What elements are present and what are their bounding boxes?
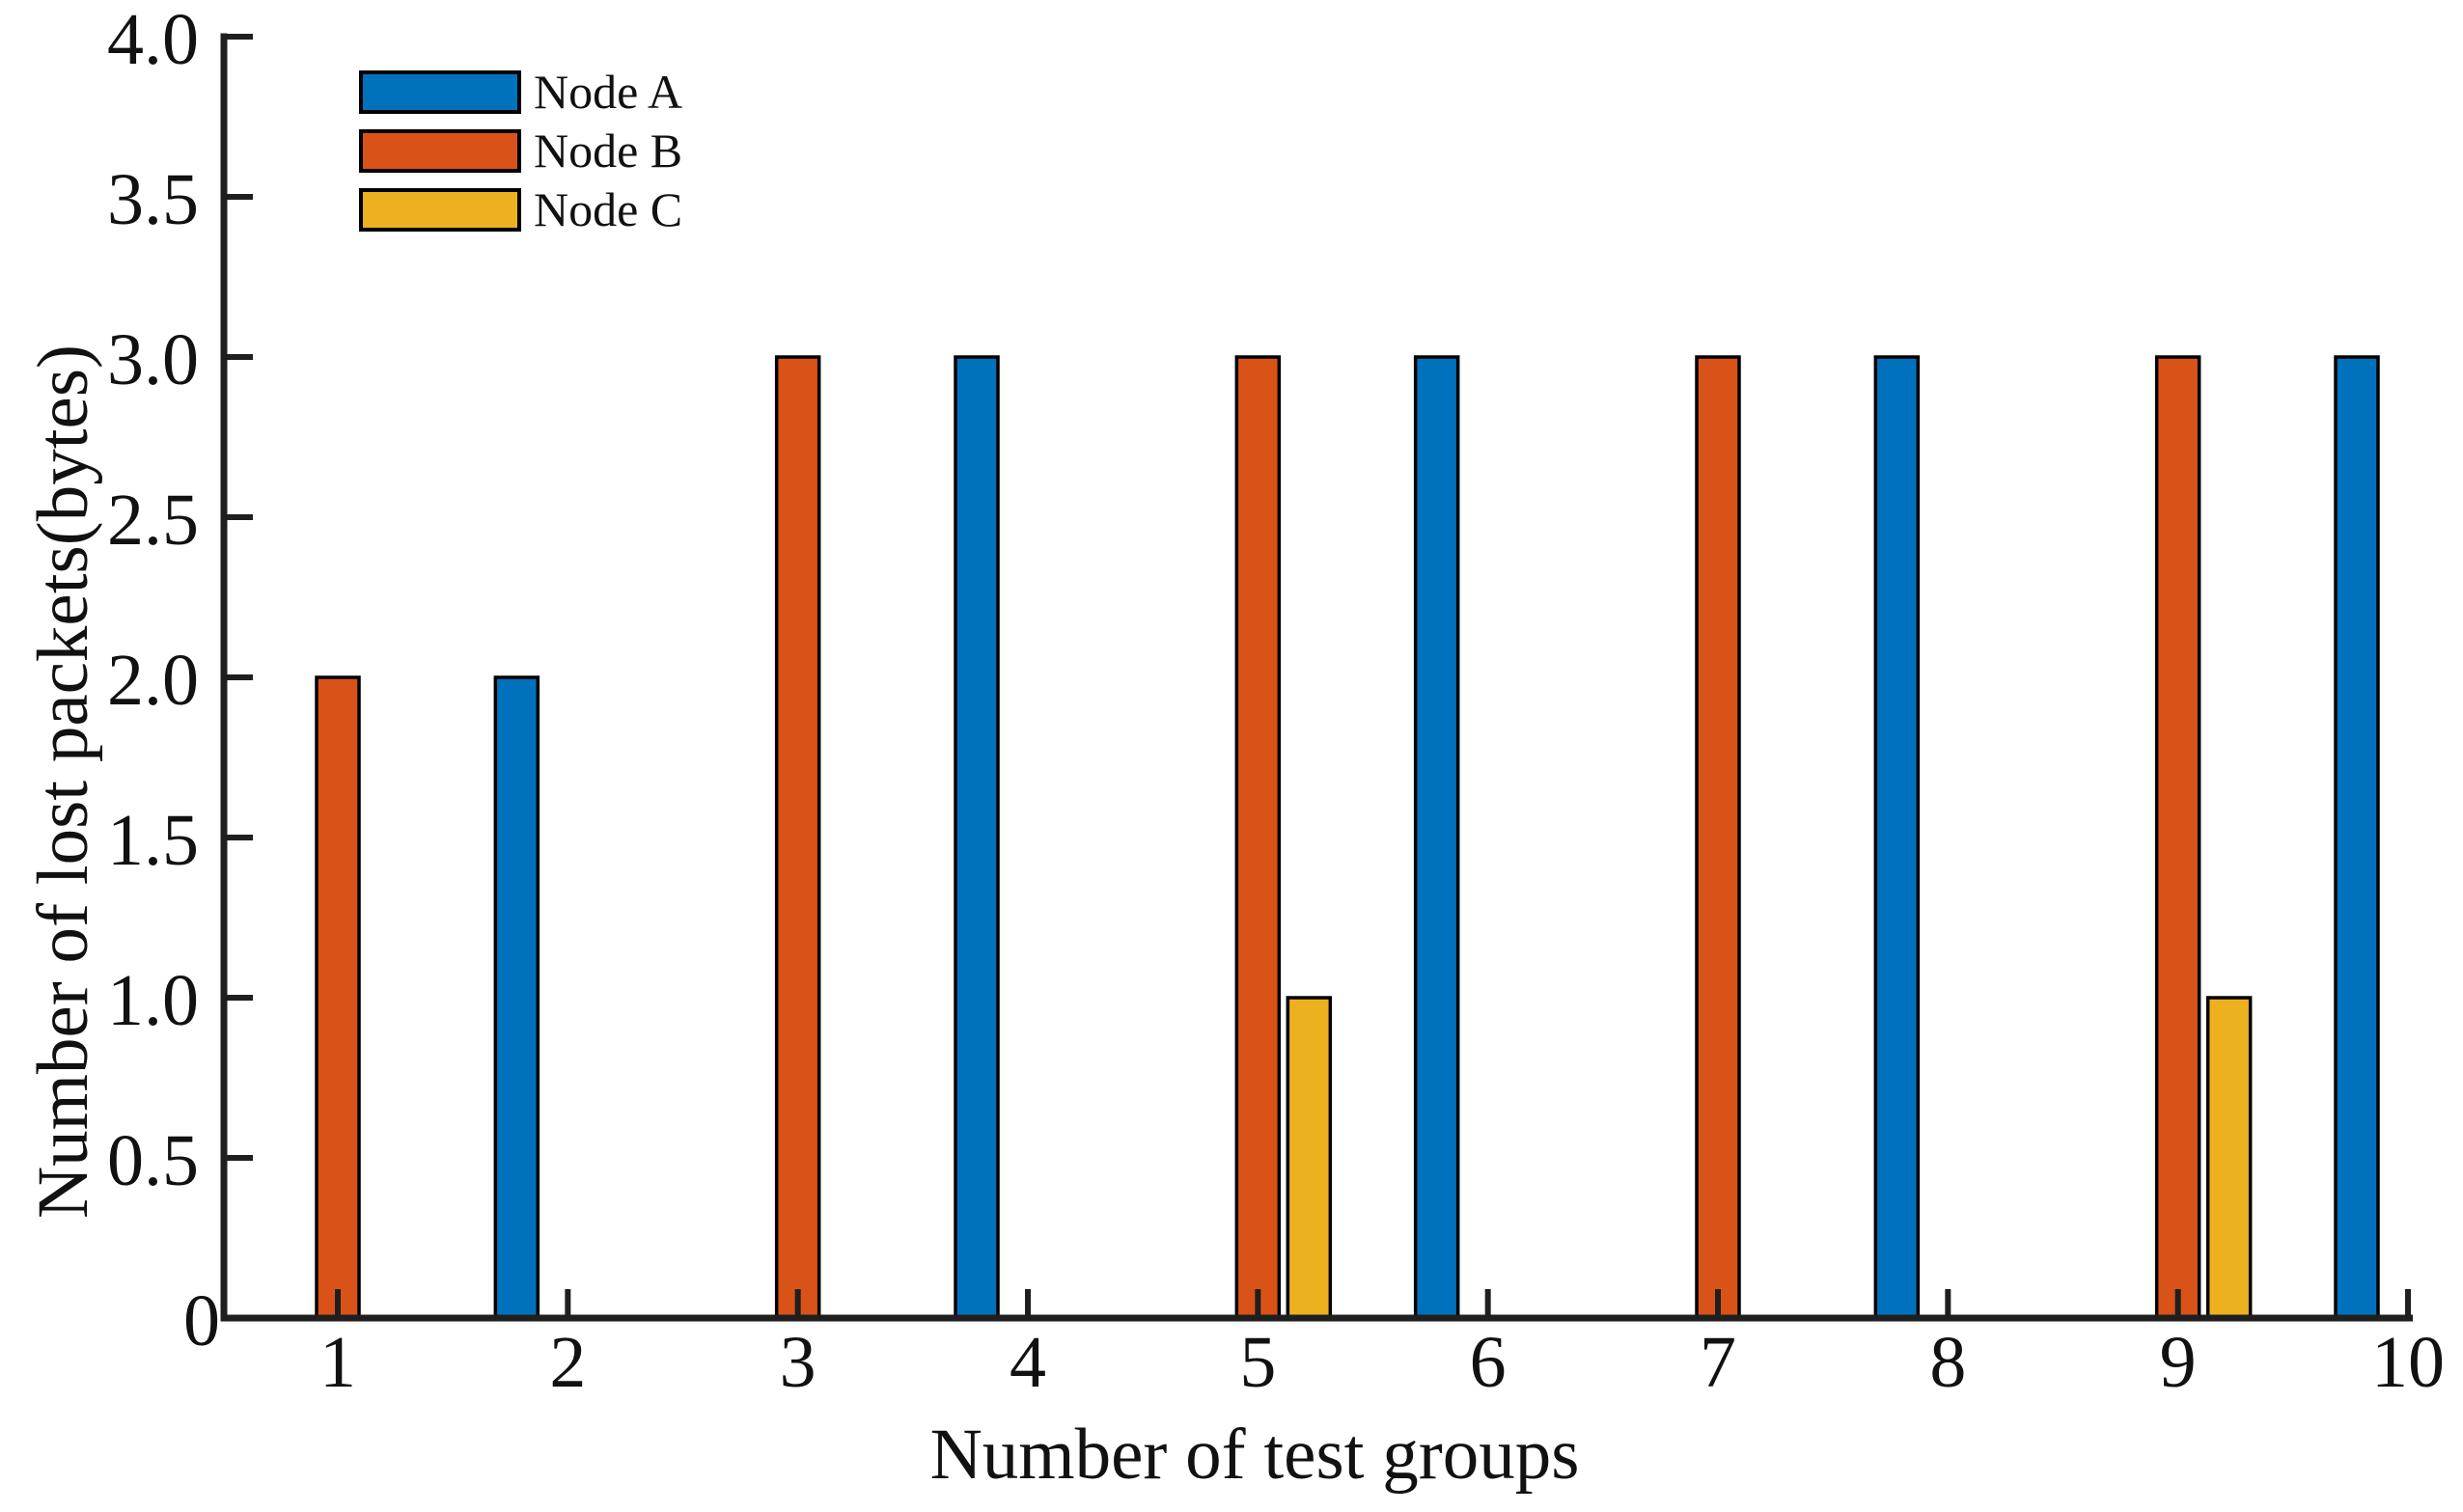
x-tick-label-9: 9: [2160, 1322, 2197, 1403]
y-tick-label-2.5: 2.5: [107, 480, 199, 561]
legend-item-node-b: Node B: [359, 124, 683, 178]
legend-item-node-c: Node C: [359, 182, 683, 236]
x-tick-label-7: 7: [1700, 1322, 1736, 1403]
bar-node-b-group-7: [1695, 355, 1741, 1320]
bar-node-a-group-8: [1873, 355, 1921, 1320]
y-tick-label-0.5: 0.5: [107, 1120, 199, 1201]
bar-node-a-group-6: [1413, 355, 1460, 1320]
legend-swatch-node-a: [359, 70, 521, 114]
x-tick-label-2: 2: [549, 1322, 586, 1403]
legend-swatch-node-c: [359, 188, 521, 232]
bar-node-b-group-9: [2154, 355, 2201, 1320]
y-tick-label-2.0: 2.0: [107, 640, 199, 721]
legend-label-node-a: Node A: [534, 65, 683, 119]
axes-layer: [220, 33, 2413, 1322]
x-axis-label: Number of test groups: [930, 1415, 1580, 1495]
bar-node-a-group-10: [2334, 355, 2380, 1320]
legend: Node A Node B Node C: [359, 65, 683, 236]
x-tick-label-4: 4: [1010, 1322, 1046, 1403]
bar-node-b-group-3: [774, 355, 821, 1320]
y-tick-label-1.5: 1.5: [107, 800, 199, 881]
y-tick-label-3.5: 3.5: [107, 159, 199, 240]
bar-node-b-group-5: [1234, 355, 1282, 1320]
x-tick-label-1: 1: [319, 1322, 356, 1403]
bar-node-a-group-4: [954, 355, 1000, 1320]
y-axis-label: Number of lost packets(bytes): [23, 344, 103, 1219]
y-tick-label-4.0: 4.0: [107, 0, 199, 80]
tick-labels-layer: 0 0.5 1.0 1.5 2.0 2.5 3.0 3.5 4.0 1 2 3 4 5 6 7 8 9 10: [107, 0, 2445, 1403]
bar-node-b-group-1: [315, 675, 361, 1320]
x-tick-label-5: 5: [1239, 1322, 1276, 1403]
x-tick-label-8: 8: [1929, 1322, 1966, 1403]
y-tick-label-3.0: 3.0: [107, 319, 199, 400]
y-tick-label-0: 0: [183, 1280, 220, 1361]
legend-swatch-node-b: [359, 129, 521, 173]
x-tick-label-6: 6: [1470, 1322, 1507, 1403]
bar-node-c-group-5: [1286, 996, 1333, 1320]
legend-label-node-b: Node B: [534, 124, 683, 178]
bar-node-a-group-2: [493, 675, 540, 1320]
x-tick-label-10: 10: [2371, 1322, 2445, 1403]
bars-layer: [315, 355, 2380, 1320]
legend-label-node-c: Node C: [534, 182, 683, 236]
y-tick-label-1.0: 1.0: [107, 960, 199, 1041]
bar-node-c-group-9: [2205, 996, 2253, 1320]
legend-item-node-a: Node A: [359, 65, 683, 119]
x-tick-label-3: 3: [780, 1322, 816, 1403]
